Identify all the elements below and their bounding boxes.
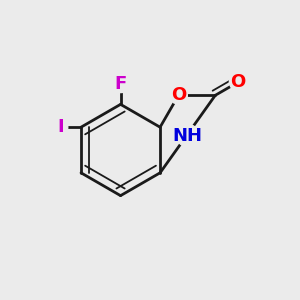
Circle shape xyxy=(53,120,68,134)
Circle shape xyxy=(112,75,129,93)
Text: NH: NH xyxy=(173,127,203,145)
Text: I: I xyxy=(57,118,64,136)
Circle shape xyxy=(230,73,247,91)
Circle shape xyxy=(176,124,199,147)
Text: O: O xyxy=(171,86,186,104)
Text: F: F xyxy=(114,75,127,93)
Circle shape xyxy=(169,86,187,104)
Text: O: O xyxy=(231,73,246,91)
